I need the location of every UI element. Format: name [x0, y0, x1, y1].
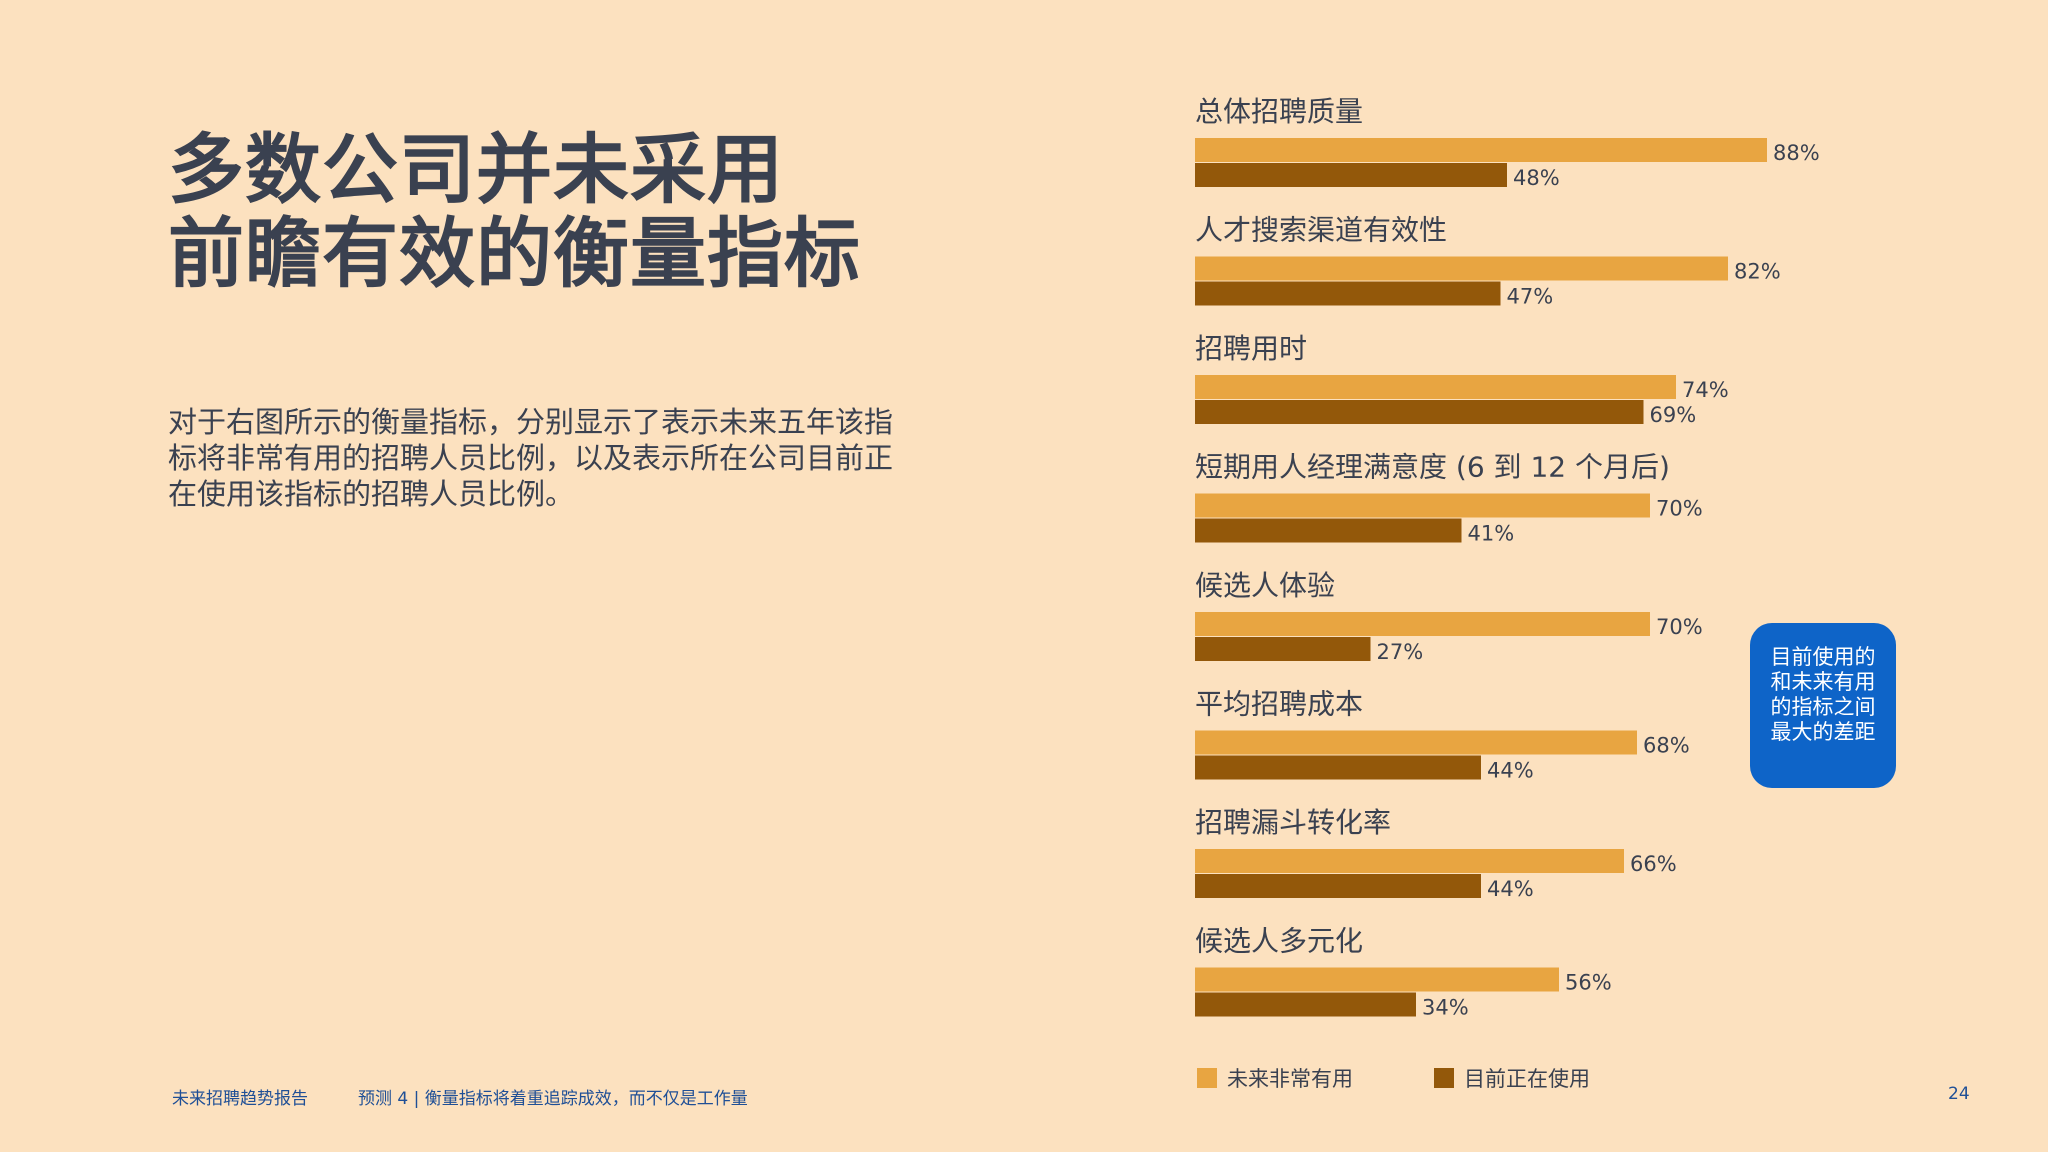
data-label-future: 82%	[1734, 260, 1781, 284]
callout-line-3: 的指标之间	[1770, 695, 1876, 719]
category-label: 候选人体验	[1195, 569, 1335, 602]
bar-future	[1195, 730, 1637, 755]
data-label-future: 70%	[1656, 497, 1703, 521]
category-label: 平均招聘成本	[1195, 688, 1363, 721]
bar-current	[1195, 163, 1507, 187]
data-label-future: 70%	[1656, 615, 1703, 639]
bar-future	[1195, 849, 1624, 873]
bar-current	[1195, 637, 1371, 661]
callout-line-1: 目前使用的	[1770, 645, 1876, 669]
legend-swatch-current	[1434, 1068, 1454, 1088]
legend-label-current: 目前正在使用	[1464, 1067, 1590, 1091]
bar-current	[1195, 400, 1644, 424]
data-label-current: 47%	[1507, 285, 1554, 309]
data-label-future: 88%	[1773, 141, 1820, 165]
title-line-2: 前瞻有效的衡量指标	[168, 209, 861, 298]
category-label: 短期用人经理满意度 (6 到 12 个月后)	[1195, 451, 1670, 484]
data-label-future: 68%	[1643, 734, 1690, 758]
data-label-current: 44%	[1487, 759, 1534, 783]
bar-current	[1195, 518, 1462, 543]
bar-future	[1195, 493, 1650, 518]
bar-future	[1195, 612, 1650, 636]
data-label-current: 44%	[1487, 877, 1534, 901]
description-text: 对于右图所示的衡量指标，分别显示了表示未来五年该指标将非常有用的招聘人员比例，以…	[168, 405, 894, 511]
data-label-future: 56%	[1565, 971, 1612, 995]
footer-section: 预测 4 | 衡量指标将着重追踪成效，而不仅是工作量	[358, 1089, 748, 1109]
bar-future	[1195, 138, 1767, 162]
category-label: 招聘漏斗转化率	[1195, 806, 1391, 839]
legend-label-future: 未来非常有用	[1227, 1067, 1353, 1091]
legend-item-current: 目前正在使用	[1434, 1066, 1590, 1091]
data-label-future: 74%	[1682, 378, 1729, 402]
category-label: 总体招聘质量	[1195, 95, 1363, 128]
data-label-current: 41%	[1468, 522, 1515, 546]
data-label-future: 66%	[1630, 852, 1677, 876]
page-number: 24	[1948, 1084, 1970, 1104]
bar-future	[1195, 375, 1676, 399]
page-title: 多数公司并未采用 前瞻有效的衡量指标	[168, 128, 861, 296]
category-label: 人才搜索渠道有效性	[1195, 214, 1447, 247]
legend-item-future: 未来非常有用	[1197, 1066, 1353, 1091]
bar-current	[1195, 992, 1416, 1017]
gap-callout: 目前使用的 和未来有用 的指标之间 最大的差距	[1750, 623, 1896, 788]
callout-line-2: 和未来有用	[1770, 670, 1876, 694]
legend-swatch-future	[1197, 1068, 1217, 1088]
data-label-current: 27%	[1377, 640, 1424, 664]
callout-line-4: 最大的差距	[1770, 720, 1876, 744]
category-label: 招聘用时	[1195, 332, 1307, 365]
footer-report-title: 未来招聘趋势报告	[172, 1089, 308, 1109]
category-label: 候选人多元化	[1195, 925, 1363, 958]
bar-future	[1195, 967, 1559, 992]
bar-current	[1195, 755, 1481, 780]
bar-current	[1195, 281, 1501, 306]
data-label-current: 48%	[1513, 166, 1560, 190]
data-label-current: 34%	[1422, 996, 1469, 1020]
bar-future	[1195, 256, 1728, 281]
bar-current	[1195, 874, 1481, 898]
title-line-1: 多数公司并未采用	[168, 125, 784, 214]
data-label-current: 69%	[1650, 403, 1697, 427]
